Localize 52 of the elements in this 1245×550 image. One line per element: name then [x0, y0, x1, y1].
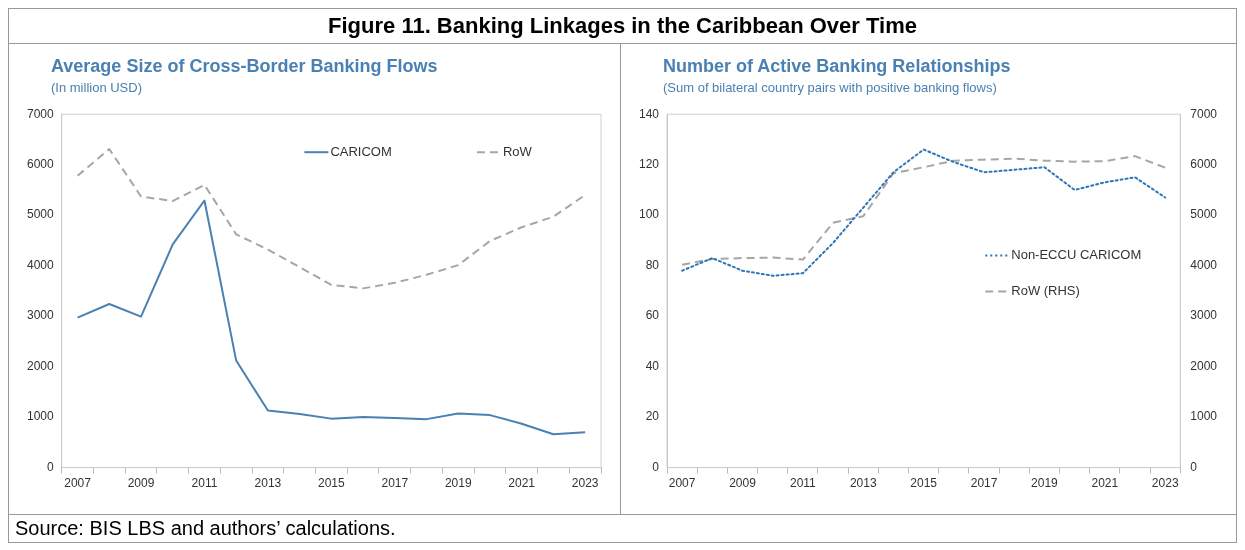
x-tick-label: 2007	[64, 476, 92, 491]
legend-label: Non-ECCU CARICOM	[1011, 247, 1142, 263]
y2-tick-label: 3000	[1190, 308, 1218, 323]
chart-title: Average Size of Cross-Border Banking Flows	[51, 56, 439, 77]
y-tick-label: 60	[645, 308, 660, 323]
x-tick-label: 2017	[381, 476, 409, 491]
x-tick-label: 2009	[729, 476, 757, 491]
y-tick-label: 5000	[26, 207, 55, 222]
x-tick-label: 2013	[254, 476, 282, 491]
y-tick-label: 4000	[26, 257, 55, 272]
y-tick-label: 140	[638, 106, 660, 121]
legend-label: RoW	[502, 143, 533, 159]
y2-tick-label: 7000	[1190, 106, 1218, 121]
x-tick-label: 2017	[970, 476, 998, 491]
x-tick-label: 2019	[444, 476, 472, 491]
y2-tick-label: 0	[1190, 459, 1198, 474]
y-tick-label: 1000	[26, 409, 55, 424]
y2-tick-label: 5000	[1190, 207, 1218, 222]
x-tick-label: 2013	[849, 476, 877, 491]
y-tick-label: 40	[645, 358, 660, 373]
x-tick-label: 2023	[1151, 476, 1179, 491]
source-note: Source: BIS LBS and authors’ calculations.	[14, 516, 397, 541]
y-tick-label: 120	[638, 157, 660, 171]
legend-label: CARICOM	[330, 143, 392, 159]
x-tick-label: 2021	[508, 476, 536, 491]
y-tick-label: 100	[638, 207, 660, 222]
x-tick-label: 2021	[1091, 476, 1119, 491]
x-tick-label: 2015	[318, 476, 346, 491]
y-tick-label: 0	[47, 459, 55, 474]
x-tick-label: 2023	[571, 476, 599, 491]
chart-subtitle: (Sum of bilateral country pairs with positive banking flows)	[663, 80, 998, 95]
y-tick-label: 6000	[26, 157, 55, 171]
y-tick-label: 7000	[26, 106, 55, 121]
caption: Figure 11. Banking Linkages in the Caribbean Over Time	[9, 9, 1236, 44]
chart-title: Number of Active Banking Relationships	[663, 56, 1012, 77]
y-tick-label: 20	[645, 409, 660, 424]
x-tick-label: 2011	[191, 476, 218, 491]
y2-tick-label: 1000	[1190, 409, 1218, 424]
y-tick-label: 80	[645, 257, 660, 272]
x-tick-label: 2007	[668, 476, 696, 491]
y2-tick-label: 4000	[1190, 257, 1218, 272]
chart-subtitle: (In million USD)	[51, 80, 143, 95]
x-tick-label: 2019	[1031, 476, 1059, 491]
y2-tick-label: 2000	[1190, 358, 1218, 373]
y2-tick-label: 6000	[1190, 157, 1218, 171]
x-tick-label: 2009	[127, 476, 155, 491]
y-tick-label: 0	[652, 459, 660, 474]
x-tick-label: 2015	[910, 476, 938, 491]
x-tick-label: 2011	[789, 476, 817, 491]
legend-label: RoW (RHS)	[1011, 283, 1080, 299]
y-tick-label: 2000	[26, 358, 55, 373]
y-tick-label: 3000	[26, 308, 55, 323]
